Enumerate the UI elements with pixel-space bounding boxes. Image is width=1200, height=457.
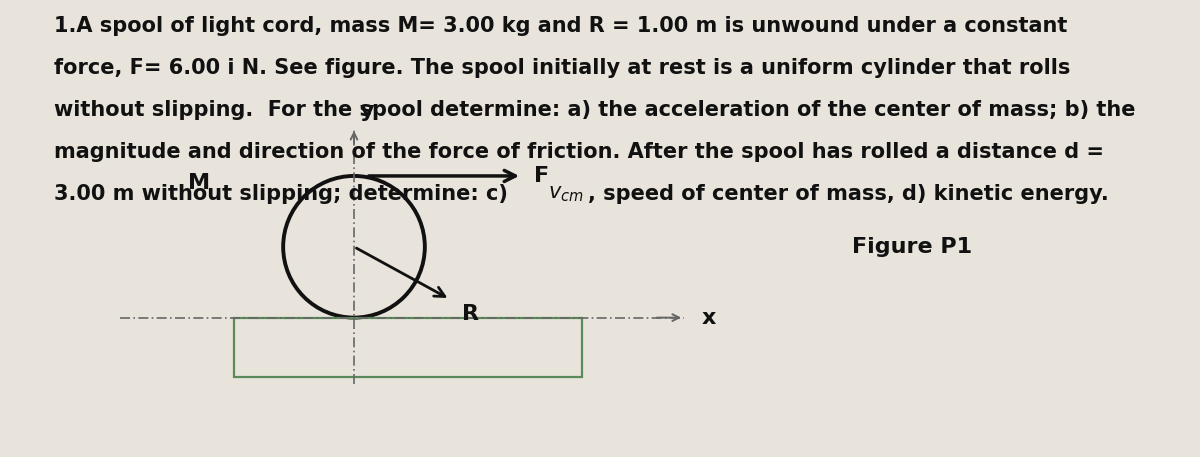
Bar (234, 318, 582, 377)
Text: R: R (462, 304, 479, 324)
Text: M: M (188, 173, 210, 193)
Text: magnitude and direction of the force of friction. After the spool has rolled a d: magnitude and direction of the force of … (54, 142, 1104, 162)
Text: force, F= 6.00 i N. See figure. The spool initially at rest is a uniform cylinde: force, F= 6.00 i N. See figure. The spoo… (54, 58, 1070, 78)
Text: $\mathit{v}_{cm}$: $\mathit{v}_{cm}$ (548, 184, 584, 204)
Text: 3.00 m without slipping; determine: c): 3.00 m without slipping; determine: c) (54, 184, 515, 204)
Text: x: x (702, 308, 716, 328)
Text: , speed of center of mass, d) kinetic energy.: , speed of center of mass, d) kinetic en… (588, 184, 1109, 204)
Text: Figure P1: Figure P1 (852, 237, 972, 257)
Text: y: y (360, 101, 374, 121)
Text: without slipping.  For the spool determine: a) the acceleration of the center of: without slipping. For the spool determin… (54, 100, 1135, 120)
Text: F: F (534, 166, 550, 186)
Text: 1.A spool of light cord, mass M= 3.00 kg and R = 1.00 m is unwound under a const: 1.A spool of light cord, mass M= 3.00 kg… (54, 16, 1067, 36)
